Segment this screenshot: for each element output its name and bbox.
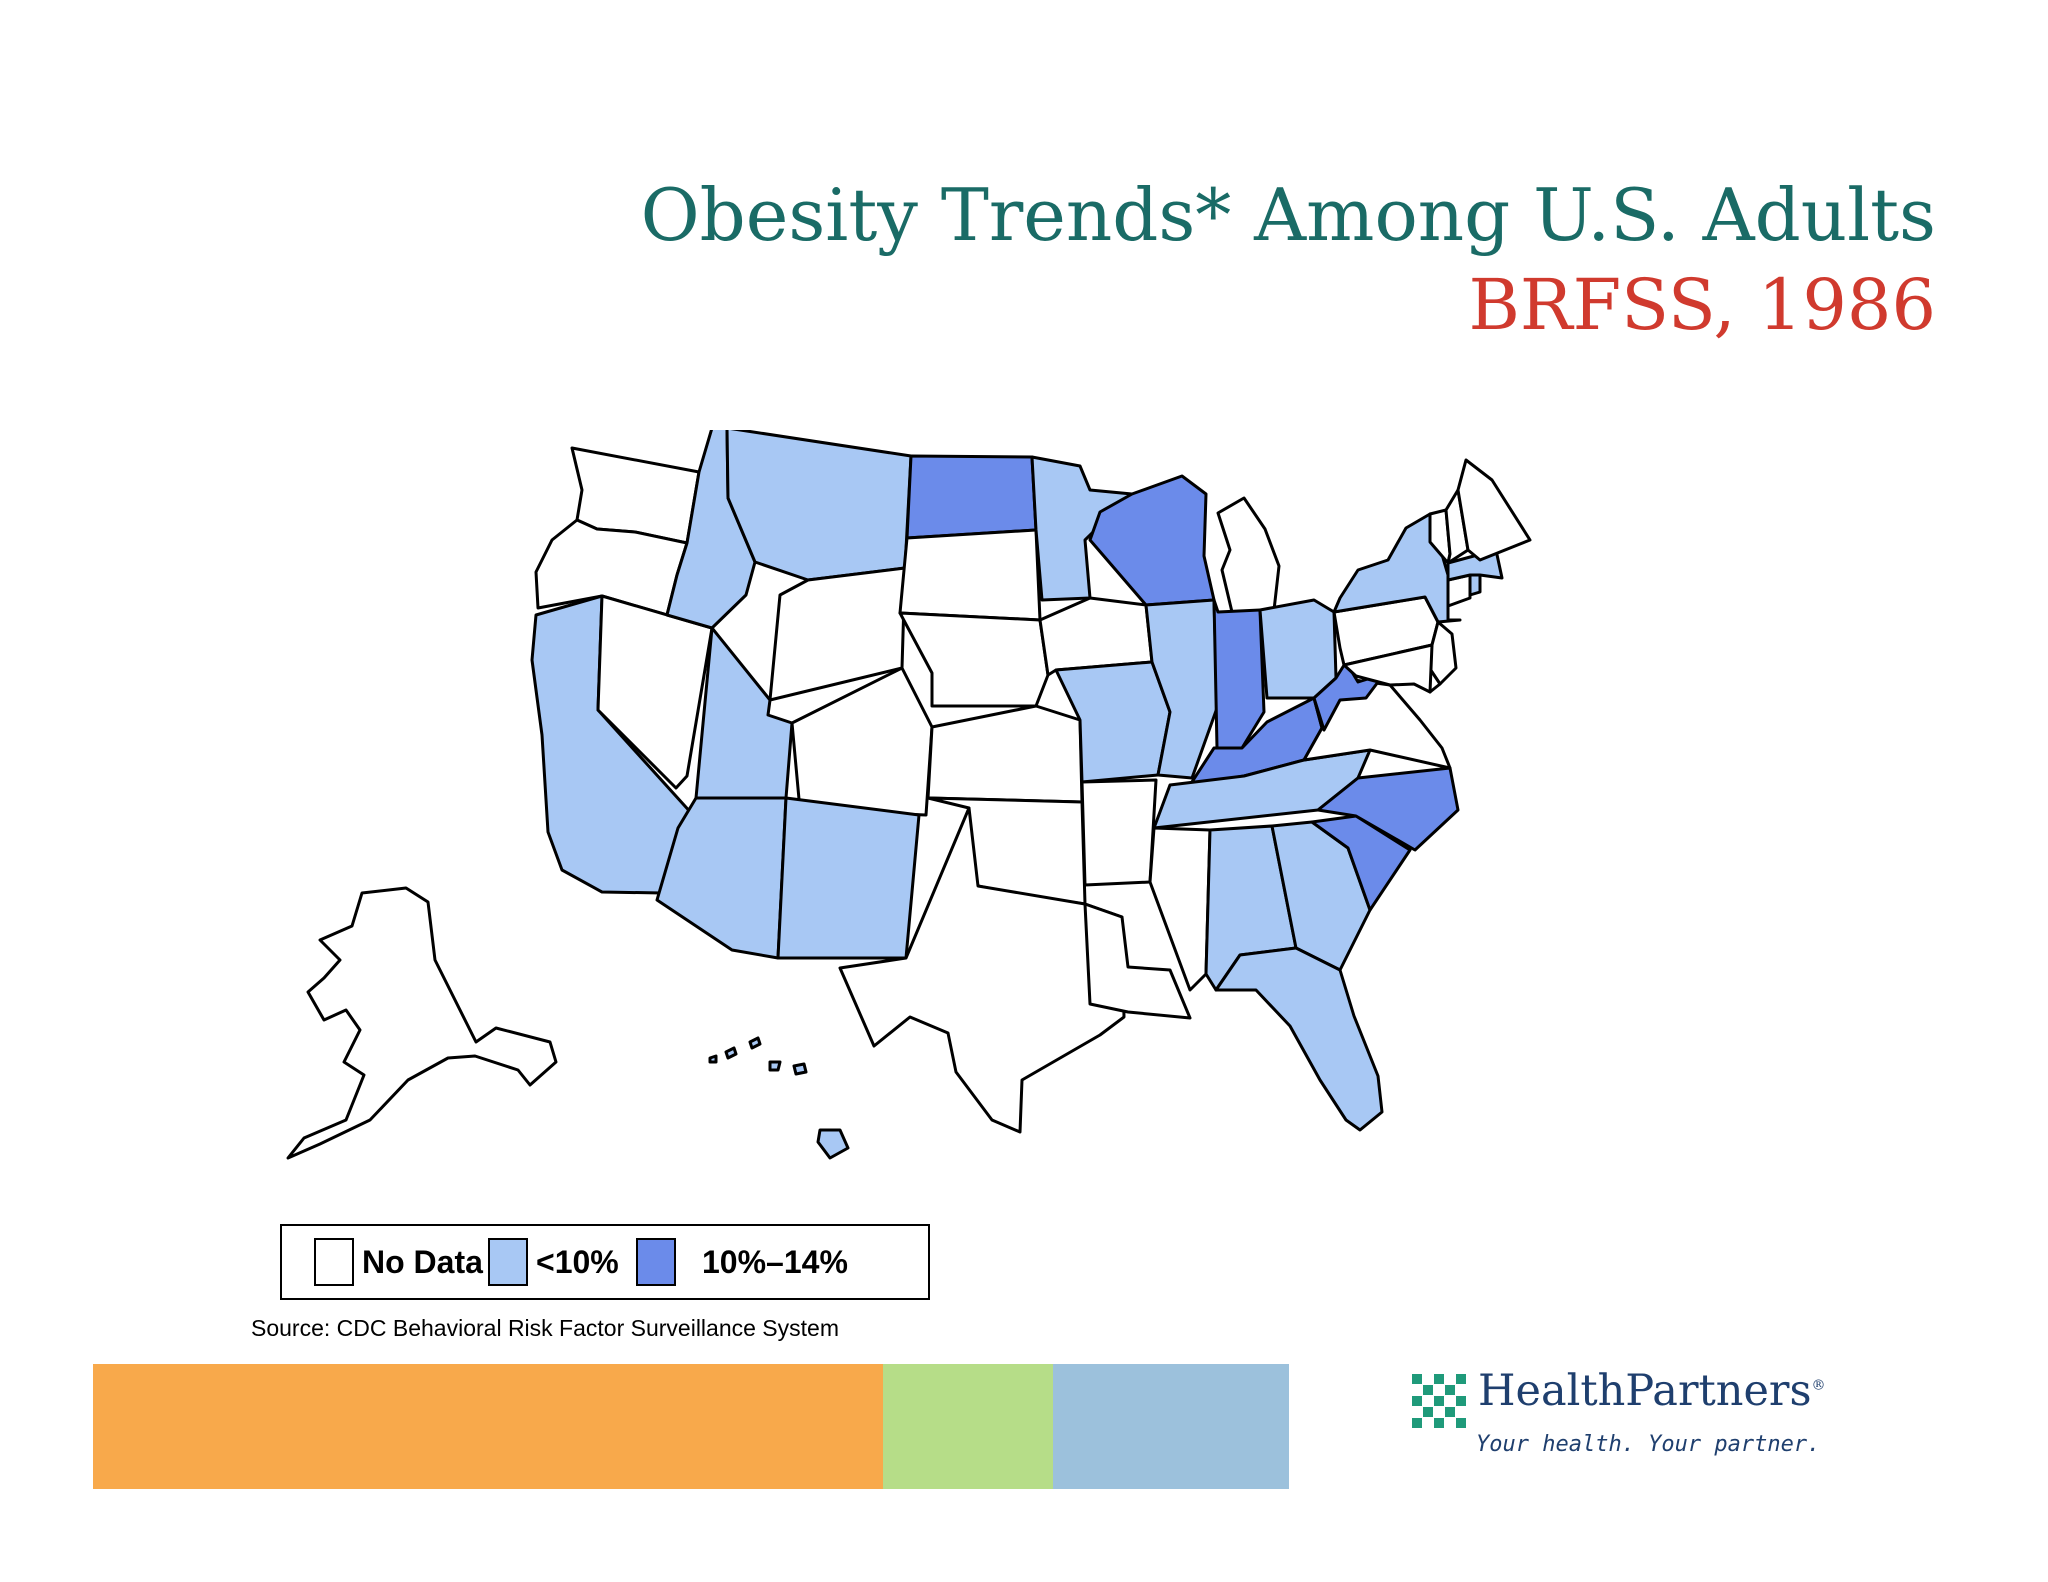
legend-label-no-data: No Data	[362, 1243, 483, 1280]
legend-label-lt10: <10%	[536, 1243, 619, 1280]
state-hi-island-4	[768, 1060, 782, 1072]
state-me	[1456, 458, 1532, 562]
state-md	[1342, 643, 1434, 694]
state-ks	[926, 704, 1084, 804]
state-nh	[1444, 488, 1470, 565]
state-fl	[1214, 946, 1384, 1132]
registered-mark: ®	[1811, 1377, 1826, 1394]
state-ar	[1080, 778, 1158, 887]
state-tx	[838, 806, 1126, 1134]
state-sd	[898, 528, 1042, 622]
state-sc	[1310, 814, 1412, 912]
footer-bar-blue	[1053, 1364, 1289, 1489]
page-title: Obesity Trends* Among U.S. Adults	[640, 173, 1936, 257]
legend-item-10-14: 10%–14%	[636, 1238, 848, 1286]
state-hi-island-2	[724, 1046, 738, 1060]
state-nc	[1316, 766, 1460, 852]
state-la	[1083, 902, 1192, 1020]
logo-tagline: Your health. Your partner.	[1476, 1432, 1821, 1457]
legend-item-lt10: <10%	[488, 1238, 619, 1286]
state-in	[1212, 598, 1266, 750]
state-tn	[1152, 748, 1372, 830]
state-ms	[1148, 826, 1212, 992]
state-mt	[725, 430, 913, 582]
state-hi-island-1	[748, 1036, 762, 1050]
legend-swatch-10-14	[636, 1238, 676, 1286]
footer-bar-green	[883, 1364, 1053, 1489]
state-mi	[1216, 496, 1281, 614]
healthpartners-logo: HealthPartners® Your health. Your partne…	[1410, 1366, 1826, 1484]
state-wy	[768, 566, 907, 702]
state-nm	[776, 796, 921, 960]
state-ri	[1468, 573, 1482, 597]
title-block: Obesity Trends* Among U.S. Adults BRFSS,…	[641, 170, 1936, 350]
legend-swatch-lt10	[488, 1238, 528, 1286]
state-oh	[1258, 598, 1338, 700]
source-note: Source: CDC Behavioral Risk Factor Surve…	[251, 1315, 839, 1341]
state-nd	[905, 454, 1038, 540]
state-ne	[898, 611, 1050, 708]
footer-bar-orange	[93, 1364, 883, 1489]
legend-swatch-no-data	[314, 1238, 354, 1286]
legend-label-10-14: 10%–14%	[702, 1243, 848, 1280]
logo-name: HealthPartners	[1478, 1366, 1812, 1416]
state-ak	[286, 886, 558, 1160]
state-mn	[1030, 455, 1134, 602]
state-hi-island-5	[792, 1062, 808, 1076]
legend: No Data <10% 10%–14%	[280, 1224, 930, 1300]
logo-grid-icon	[1412, 1374, 1466, 1428]
legend-item-no-data: No Data	[314, 1238, 483, 1286]
state-hi	[816, 1128, 850, 1160]
us-obesity-map	[286, 430, 1532, 1160]
page-subtitle: BRFSS, 1986	[1468, 264, 1936, 346]
state-hi-island-3	[708, 1054, 718, 1064]
